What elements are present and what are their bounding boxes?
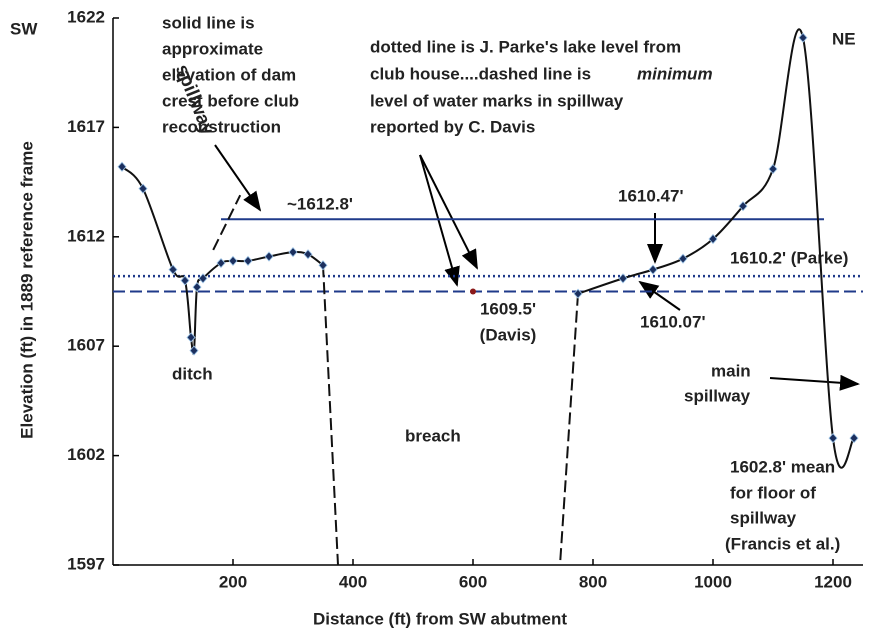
- marker: [648, 264, 658, 275]
- marker: [168, 264, 178, 275]
- marker: [849, 432, 859, 444]
- annotation: spillway: [730, 508, 797, 527]
- marker: [318, 260, 328, 271]
- y-tick-label: 1622: [67, 7, 105, 26]
- annotation: minimum: [637, 64, 713, 83]
- annotation: (Davis): [480, 325, 537, 344]
- x-axis-title: Distance (ft) from SW abutment: [313, 609, 567, 628]
- annotation: elevation of dam: [162, 65, 296, 84]
- annotation: NE: [832, 29, 856, 48]
- annotation: spillway: [684, 386, 751, 405]
- annotation: 1610.2' (Parke): [730, 248, 848, 267]
- marker: [243, 255, 253, 266]
- reference-line: [212, 194, 242, 251]
- annotation: solid line is: [162, 13, 255, 32]
- marker: [186, 332, 196, 343]
- marker: [138, 183, 148, 194]
- arrow: [214, 144, 262, 212]
- y-tick-label: 1612: [67, 226, 105, 245]
- annotation: ditch: [172, 364, 213, 383]
- marker: [573, 288, 583, 299]
- marker: [708, 233, 718, 245]
- marker: [117, 161, 127, 172]
- x-tick-label: 1000: [694, 572, 732, 591]
- annotation: main: [711, 361, 751, 380]
- reference-line: [559, 293, 579, 566]
- x-tick-label: 400: [339, 572, 367, 591]
- annotation: (Francis et al.): [725, 534, 840, 553]
- davis-point: [470, 288, 476, 295]
- marker: [264, 251, 274, 262]
- reference-line: [322, 265, 339, 566]
- annotation: club house....dashed line is: [370, 64, 591, 83]
- x-tick-label: 800: [579, 572, 607, 591]
- y-tick-label: 1602: [67, 445, 105, 464]
- marker: [768, 163, 778, 175]
- marker: [288, 247, 298, 258]
- marker: [198, 273, 208, 284]
- annotation: 1609.5': [480, 299, 536, 318]
- marker: [618, 273, 628, 284]
- marker: [228, 255, 238, 266]
- y-tick-label: 1607: [67, 336, 105, 355]
- marker: [738, 201, 748, 212]
- marker: [798, 32, 808, 43]
- x-tick-label: 600: [459, 572, 487, 591]
- marker: [678, 253, 688, 264]
- marker: [303, 249, 313, 260]
- annotation: reported by C. Davis: [370, 117, 535, 136]
- marker: [180, 275, 190, 286]
- marker: [828, 432, 838, 444]
- annotation: ~1612.8': [287, 194, 353, 213]
- annotation: 1610.07': [640, 312, 706, 331]
- annotation: 1602.8' mean: [730, 457, 835, 476]
- annotation: SW: [10, 19, 38, 38]
- x-tick-label: 1200: [814, 572, 852, 591]
- annotation: level of water marks in spillway: [370, 91, 624, 110]
- x-tick-label: 200: [219, 572, 247, 591]
- annotation: approximate: [162, 39, 263, 58]
- annotation: dotted line is J. Parke's lake level fro…: [370, 37, 681, 56]
- annotation: crest before club: [162, 91, 299, 110]
- annotation: breach: [405, 426, 461, 445]
- y-axis-title: Elevation (ft) in 1889 reference frame: [17, 141, 36, 439]
- marker: [216, 257, 226, 269]
- marker: [189, 345, 199, 356]
- arrow: [638, 280, 681, 311]
- arrow: [419, 154, 478, 270]
- annotation: 1610.47': [618, 186, 684, 205]
- annotation: reconstruction: [162, 117, 281, 136]
- y-tick-label: 1617: [67, 117, 105, 136]
- marker: [192, 282, 202, 293]
- y-tick-label: 1597: [67, 554, 105, 573]
- arrow: [769, 374, 860, 391]
- annotation: for floor of: [730, 483, 816, 502]
